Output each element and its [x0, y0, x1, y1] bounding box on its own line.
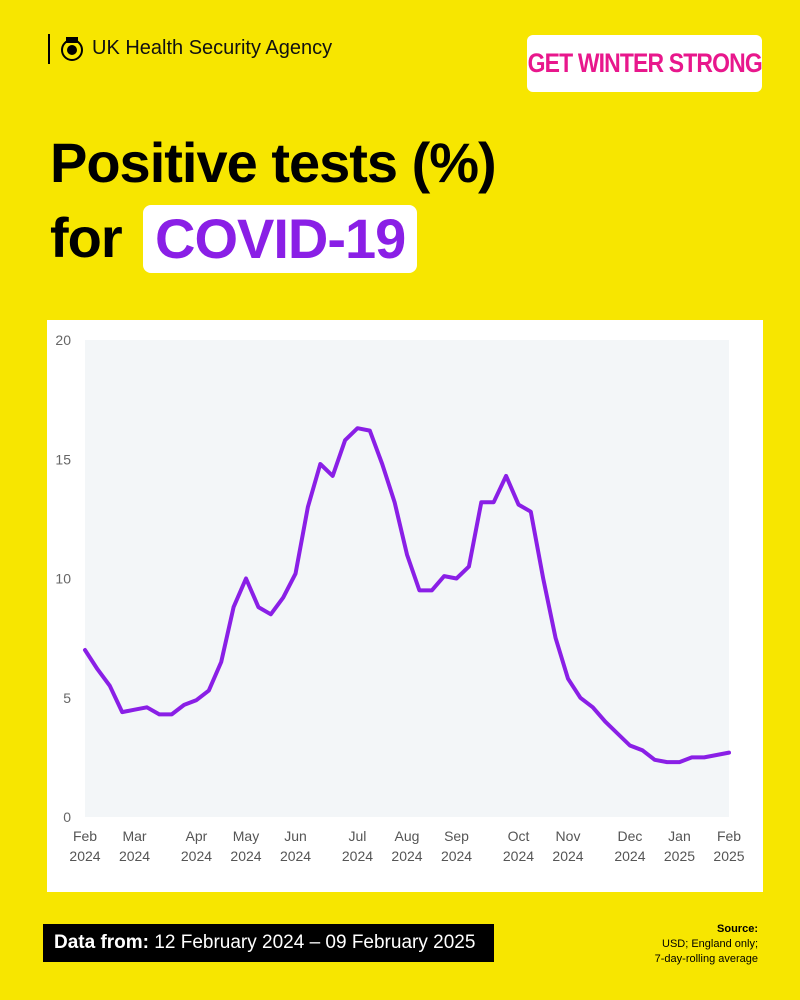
campaign-text: GET WINTER STRONG	[527, 48, 762, 78]
y-tick-label: 20	[55, 332, 71, 348]
x-tick-label: Aug 2024	[391, 828, 423, 864]
source-label: Source:	[717, 923, 758, 935]
date-label: Data from:	[54, 932, 150, 953]
agency-name: UK Health Security Agency	[92, 37, 333, 59]
x-tick-label: Jul 2024	[341, 828, 374, 864]
title-highlight: COVID-19	[143, 205, 418, 273]
x-tick-label: Jun 2024	[279, 828, 312, 864]
data-line	[83, 426, 731, 765]
y-tick-label: 0	[63, 809, 71, 825]
x-tick-label: Dec 2024	[614, 828, 646, 864]
x-tick-label: Jan 2025	[663, 828, 696, 864]
campaign-badge: GET WINTER STRONG	[527, 35, 762, 92]
x-tick-label: Feb 2025	[713, 828, 745, 864]
y-tick-label: 15	[55, 451, 71, 467]
y-tick-label: 5	[63, 690, 71, 706]
date-range: 12 February 2024 – 09 February 2025	[154, 932, 476, 953]
x-tick-label: Mar 2024	[118, 828, 151, 864]
crest-icon	[61, 37, 83, 61]
source: Source: USD; England only; 7-day-rolling…	[655, 922, 758, 967]
divider	[48, 34, 50, 64]
title: Positive tests (%)	[50, 131, 497, 194]
x-tick-label: Feb 2024	[69, 828, 101, 864]
x-tick-label: Apr 2024	[180, 828, 213, 864]
date-box: Data from: 12 February 2024 – 09 Februar…	[43, 924, 494, 962]
x-tick-label: Nov 2024	[552, 828, 584, 864]
y-tick-label: 10	[55, 571, 71, 587]
title-prefix: for	[50, 206, 123, 269]
source-line: 7-day-rolling average	[654, 953, 758, 965]
x-tick-label: May 2024	[230, 828, 262, 864]
x-tick-label: Oct 2024	[502, 828, 535, 864]
source-line: USD; England only;	[662, 938, 758, 950]
x-tick-label: Sep 2024	[440, 828, 473, 864]
